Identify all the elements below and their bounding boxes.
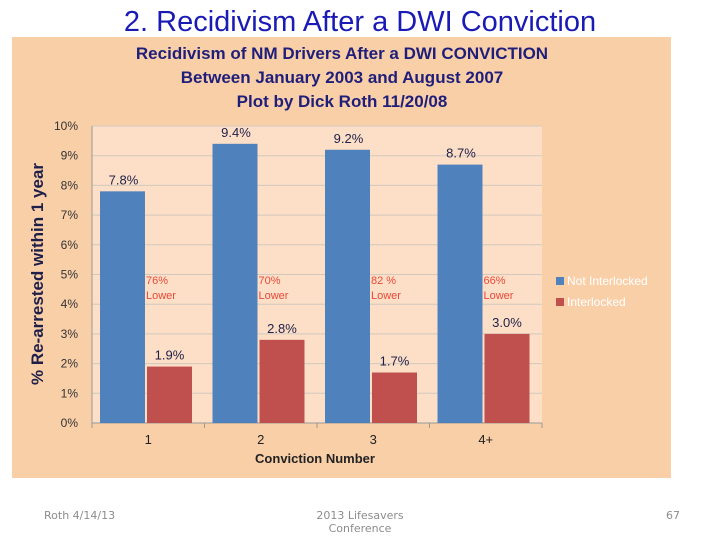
data-label-interlocked: 1.9%	[155, 348, 185, 363]
recidivism-bar-chart: Recidivism of NM Drivers After a DWI CON…	[28, 44, 648, 466]
reduction-annotation-label: Lower	[259, 290, 289, 302]
x-tick-label: 2	[257, 432, 264, 447]
reduction-annotation-label: Lower	[146, 290, 176, 302]
bar-interlocked	[147, 366, 192, 423]
reduction-annotation-percent: 76%	[146, 275, 168, 287]
bar-not-interlocked	[437, 164, 483, 424]
y-tick-label: 4%	[61, 297, 79, 311]
y-tick-label: 3%	[61, 327, 79, 341]
y-tick-label: 5%	[61, 268, 79, 282]
y-tick-label: 6%	[61, 238, 79, 252]
y-axis-label: % Re-arrested within 1 year	[28, 163, 47, 385]
legend-label: Not Interlocked	[567, 274, 648, 288]
y-tick-label: 2%	[61, 357, 79, 371]
data-label-not-interlocked: 9.2%	[334, 131, 364, 146]
x-axis-label: Conviction Number	[255, 451, 375, 466]
data-label-not-interlocked: 9.4%	[221, 125, 251, 140]
slide-title: 2. Recidivism After a DWI Conviction	[123, 6, 597, 38]
footer-conference: 2013 Lifesavers Conference	[316, 509, 404, 535]
chart-panel: Recidivism of NM Drivers After a DWI CON…	[12, 37, 671, 478]
bar-interlocked	[259, 339, 305, 423]
x-tick-label: 3	[370, 432, 377, 447]
data-label-interlocked: 3.0%	[492, 315, 522, 330]
data-label-not-interlocked: 7.8%	[109, 172, 139, 187]
reduction-annotation-percent: 70%	[259, 275, 281, 287]
chart-title-line: Plot by Dick Roth 11/20/08	[237, 92, 448, 111]
y-tick-label: 10%	[54, 119, 78, 133]
data-label-interlocked: 2.8%	[267, 321, 297, 336]
legend-swatch	[556, 277, 564, 285]
chart-title-line: Between January 2003 and August 2007	[181, 68, 504, 87]
reduction-annotation-label: Lower	[371, 290, 401, 302]
y-tick-label: 9%	[61, 149, 79, 163]
y-tick-label: 8%	[61, 178, 79, 192]
data-label-interlocked: 1.7%	[380, 354, 410, 369]
legend-swatch	[556, 298, 564, 306]
y-tick-label: 7%	[61, 208, 79, 222]
footer-page-number: 67	[666, 509, 680, 522]
chart-title-line: Recidivism of NM Drivers After a DWI CON…	[136, 44, 548, 63]
reduction-annotation-percent: 82 %	[371, 275, 396, 287]
data-label-not-interlocked: 8.7%	[446, 146, 476, 161]
y-tick-label: 1%	[61, 386, 79, 400]
bar-not-interlocked	[100, 191, 145, 423]
reduction-annotation-percent: 66%	[484, 275, 506, 287]
legend-label: Interlocked	[567, 295, 626, 309]
x-tick-label: 4+	[478, 432, 493, 447]
bar-interlocked	[484, 333, 530, 423]
bar-not-interlocked	[325, 149, 370, 423]
bar-not-interlocked	[212, 143, 258, 423]
reduction-annotation-label: Lower	[484, 290, 514, 302]
x-tick-label: 1	[145, 432, 152, 447]
bar-interlocked	[372, 372, 417, 423]
y-tick-label: 0%	[61, 416, 79, 430]
footer-author-date: Roth 4/14/13	[44, 509, 116, 522]
